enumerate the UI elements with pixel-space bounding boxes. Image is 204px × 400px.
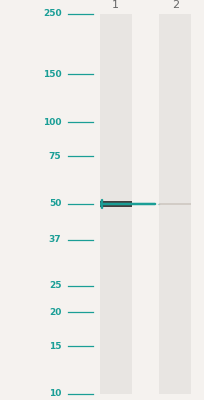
Text: 15: 15 [49, 342, 61, 351]
Text: 150: 150 [43, 70, 61, 79]
Text: 10: 10 [49, 390, 61, 398]
Text: 1: 1 [112, 0, 119, 10]
Bar [159, 203, 190, 205]
Text: 25: 25 [49, 281, 61, 290]
Text: 2: 2 [171, 0, 178, 10]
Text: 75: 75 [49, 152, 61, 161]
Text: 50: 50 [49, 200, 61, 208]
Text: 37: 37 [49, 235, 61, 244]
Bar [99, 14, 131, 394]
Bar [159, 14, 190, 394]
Text: 100: 100 [43, 118, 61, 127]
Bar [99, 201, 131, 206]
Text: 250: 250 [43, 10, 61, 18]
Text: 20: 20 [49, 308, 61, 317]
